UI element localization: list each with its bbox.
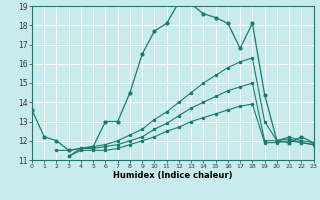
X-axis label: Humidex (Indice chaleur): Humidex (Indice chaleur): [113, 171, 233, 180]
